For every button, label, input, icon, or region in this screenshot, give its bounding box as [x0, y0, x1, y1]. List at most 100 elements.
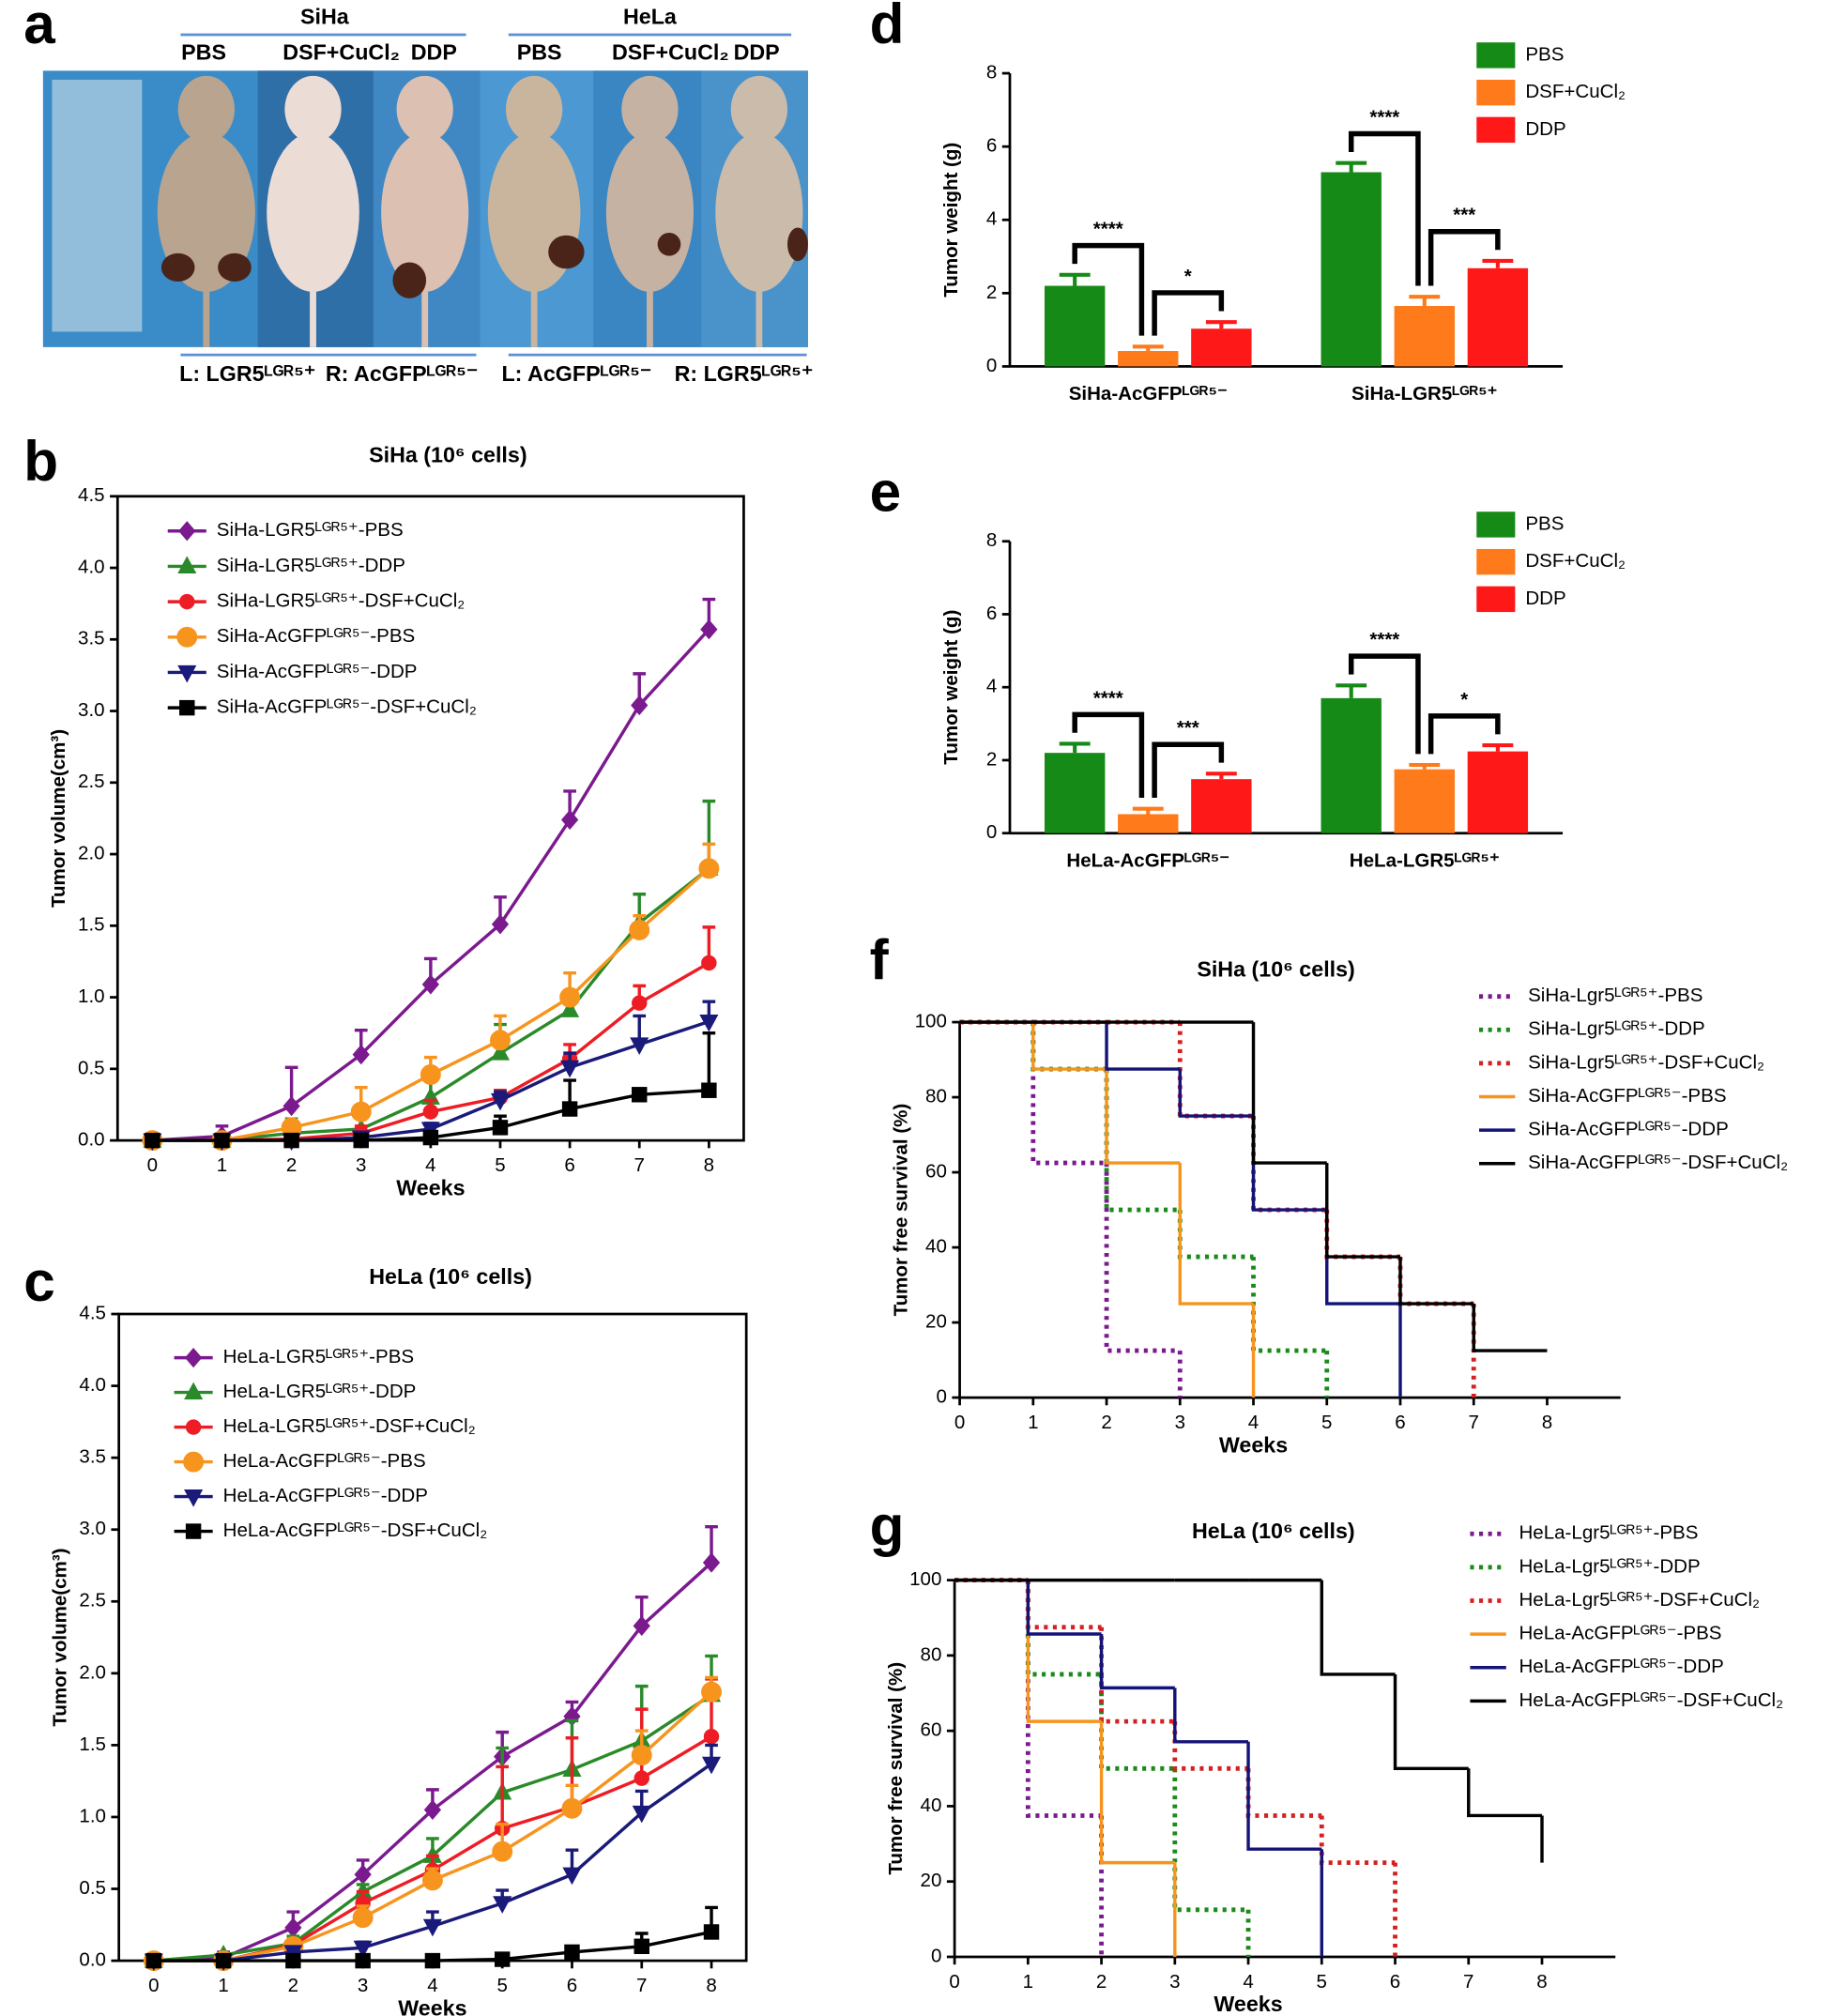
y-tick-label: 0 [986, 821, 997, 843]
x-tick-label: 8 [706, 1975, 716, 1996]
point [559, 986, 581, 1008]
y-tick-label: 6 [986, 135, 997, 157]
significance-bracket [1427, 713, 1501, 755]
x-tick-label: 8 [1542, 1412, 1552, 1433]
point [420, 1063, 441, 1085]
point [491, 914, 510, 935]
legend-label: PBS [1525, 43, 1564, 65]
bar [1467, 751, 1529, 833]
legend-label: HeLa-AcGFPᴸᴳᴿ⁵⁻-DSF+CuCl₂ [1519, 1689, 1783, 1711]
point [492, 1120, 509, 1136]
bar [1321, 697, 1382, 833]
point [350, 1101, 372, 1123]
panel-label: g [870, 1493, 905, 1557]
panel-label: f [870, 927, 890, 991]
point [560, 1000, 580, 1017]
x-axis-label: Weeks [1214, 1992, 1282, 2016]
legend-marker [185, 1419, 202, 1435]
survival-step [1099, 1721, 1175, 1865]
legend-marker [184, 1489, 204, 1507]
survival-step [1398, 1257, 1474, 1306]
point [560, 809, 579, 831]
x-tick-label: 5 [1321, 1412, 1332, 1433]
y-tick-label: 6 [986, 603, 997, 624]
legend-swatch [1476, 42, 1516, 69]
legend-swatch [1476, 79, 1516, 106]
y-tick-label: 2 [986, 748, 997, 770]
point [490, 1043, 511, 1061]
y-tick-label: 0.0 [79, 1949, 106, 1971]
significance-label: * [1460, 689, 1468, 710]
y-axis-label: Tumor weight (g) [940, 610, 962, 765]
legend-label: DSF+CuCl₂ [1525, 550, 1626, 572]
point [145, 1132, 160, 1149]
legend-marker [177, 664, 197, 683]
treatment-label: DSF+CuCl₂ [282, 40, 400, 65]
x-tick-label: 1 [217, 1154, 227, 1176]
legend-label: SiHa-AcGFPᴸᴳᴿ⁵⁻-PBS [217, 625, 415, 647]
x-tick-label: 6 [564, 1154, 574, 1176]
legend-label: SiHa-AcGFPᴸᴳᴿ⁵⁻-DDP [217, 661, 418, 682]
point [703, 1924, 720, 1940]
legend-label: HeLa-AcGFPᴸᴳᴿ⁵⁻-PBS [1519, 1623, 1721, 1644]
y-tick-label: 2.0 [78, 842, 105, 863]
x-tick-label: 3 [358, 1975, 368, 1996]
significance-label: **** [1369, 629, 1399, 650]
legend-label: SiHa-AcGFPᴸᴳᴿ⁵⁻-DSF+CuCl₂ [217, 696, 477, 718]
y-tick-label: 2.5 [79, 1590, 106, 1611]
survival-step [1025, 1580, 1102, 1630]
point [632, 1805, 651, 1824]
y-tick-label: 40 [921, 1795, 942, 1816]
panel-label: c [23, 1249, 55, 1313]
y-axis-label: Tumor volume(cm³) [49, 1549, 70, 1727]
bar [1044, 285, 1106, 367]
ruler [52, 79, 143, 332]
x-tick-label: 7 [634, 1154, 645, 1176]
legend-label: DDP [1525, 118, 1565, 140]
x-tick-label: 2 [1096, 1971, 1107, 1993]
legend-label: SiHa-Lgr5ᴸᴳᴿ⁵⁺-DDP [1528, 1018, 1705, 1040]
point [353, 1940, 373, 1959]
legend-label: HeLa-LGR5ᴸᴳᴿ⁵⁺-PBS [223, 1346, 415, 1367]
point [421, 974, 439, 995]
y-tick-label: 60 [921, 1719, 942, 1741]
x-tick-label: SiHa-LGR5ᴸᴳᴿ⁵⁺ [1351, 383, 1498, 405]
side-label: L: LGR5ᴸᴳᴿ⁵⁺ [179, 361, 315, 386]
survival-step [1325, 1163, 1400, 1259]
y-tick-label: 100 [915, 1010, 947, 1031]
legend-label: SiHa-AcGFPᴸᴳᴿ⁵⁻-DSF+CuCl₂ [1528, 1152, 1788, 1173]
point [492, 1840, 513, 1862]
legend-marker [184, 1347, 203, 1368]
legend-marker [184, 1382, 204, 1400]
significance-label: **** [1093, 219, 1123, 240]
legend-marker [176, 626, 198, 648]
y-tick-label: 4.5 [79, 1302, 106, 1323]
bar [1394, 769, 1455, 833]
x-tick-label: 4 [1243, 1971, 1253, 1993]
significance-bracket [1348, 653, 1421, 755]
error-bar [496, 1764, 510, 1829]
survival-step [1319, 1815, 1396, 1866]
point [562, 1867, 582, 1886]
survival-step [1251, 1257, 1327, 1353]
point [699, 1014, 719, 1032]
x-tick-label: 1 [1028, 1412, 1038, 1433]
x-tick-label: HeLa-AcGFPᴸᴳᴿ⁵⁻ [1066, 849, 1229, 871]
photo [42, 70, 808, 347]
y-axis-label: Tumor weight (g) [940, 143, 962, 298]
point [422, 1918, 442, 1937]
error-bar [1205, 320, 1237, 329]
chart-title: SiHa (10⁶ cells) [1197, 956, 1354, 981]
x-tick-label: 7 [1469, 1412, 1479, 1433]
x-tick-label: 6 [1395, 1412, 1405, 1433]
survival-step [1178, 1163, 1254, 1306]
point [352, 1044, 370, 1065]
x-tick-label: 3 [1175, 1412, 1185, 1433]
survival-step [1105, 1069, 1181, 1165]
point [701, 1082, 717, 1098]
bar [1118, 351, 1179, 367]
x-tick-label: 7 [1463, 1971, 1473, 1993]
y-tick-label: 0.5 [78, 1057, 105, 1078]
legend-label: HeLa-Lgr5ᴸᴳᴿ⁵⁺-DDP [1519, 1555, 1700, 1577]
legend-label: HeLa-AcGFPᴸᴳᴿ⁵⁻-DDP [1519, 1656, 1723, 1677]
